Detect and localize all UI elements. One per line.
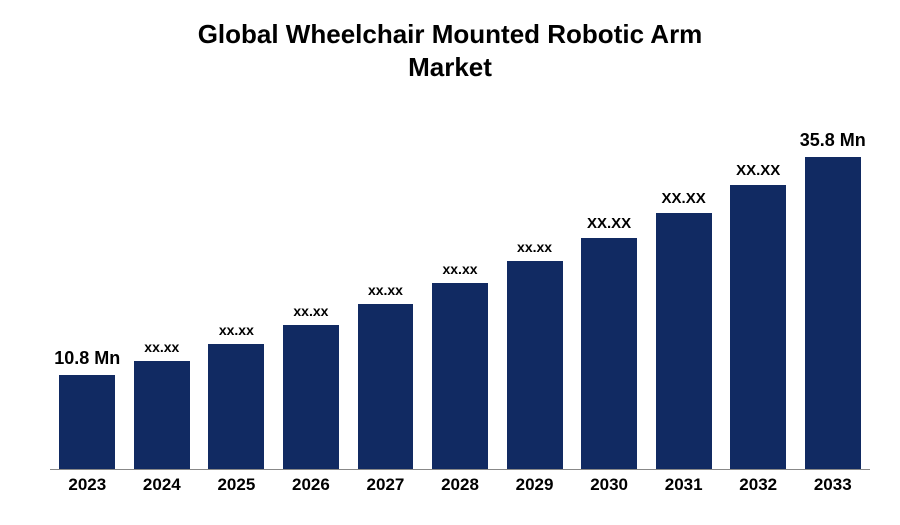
bar-value-label: xx.xx — [368, 282, 403, 298]
bar-value-label: xx.xx — [293, 303, 328, 319]
x-axis-label: 2028 — [423, 475, 498, 505]
bar — [134, 361, 190, 469]
bar-value-label: XX.XX — [587, 215, 631, 232]
x-axis-label: 2031 — [646, 475, 721, 505]
chart-title: Global Wheelchair Mounted Robotic Arm Ma… — [0, 0, 900, 83]
x-axis-label: 2032 — [721, 475, 796, 505]
bar-group: xx.xx — [497, 120, 572, 469]
bar — [59, 375, 115, 469]
bar-value-label: 35.8 Mn — [800, 130, 866, 151]
bar-value-label: XX.XX — [662, 190, 706, 207]
bar-group: XX.XX — [646, 120, 721, 469]
bar-group: 10.8 Mn — [50, 120, 125, 469]
bar-value-label: xx.xx — [517, 239, 552, 255]
x-axis-label: 2026 — [274, 475, 349, 505]
x-axis-label: 2027 — [348, 475, 423, 505]
x-axis-label: 2033 — [795, 475, 870, 505]
x-axis-label: 2030 — [572, 475, 647, 505]
x-axis: 2023202420252026202720282029203020312032… — [50, 475, 870, 505]
bar-value-label: xx.xx — [219, 322, 254, 338]
bar — [358, 304, 414, 469]
bar-group: xx.xx — [199, 120, 274, 469]
bar — [581, 238, 637, 469]
bar — [656, 213, 712, 470]
title-line-1: Global Wheelchair Mounted Robotic Arm — [0, 18, 900, 51]
bar — [283, 325, 339, 469]
bar — [730, 185, 786, 469]
title-line-2: Market — [0, 51, 900, 84]
chart-plot-area: 10.8 Mn xx.xx xx.xx xx.xx xx.xx xx.xx xx.xx XX.… — [50, 120, 870, 470]
bar — [432, 283, 488, 469]
bar-value-label: 10.8 Mn — [54, 348, 120, 369]
x-axis-label: 2029 — [497, 475, 572, 505]
x-axis-label: 2023 — [50, 475, 125, 505]
bars-container: 10.8 Mn xx.xx xx.xx xx.xx xx.xx xx.xx xx.xx XX.… — [50, 120, 870, 470]
bar-value-label: xx.xx — [442, 261, 477, 277]
x-axis-label: 2024 — [125, 475, 200, 505]
bar-value-label: XX.XX — [736, 162, 780, 179]
x-axis-label: 2025 — [199, 475, 274, 505]
bar-group: xx.xx — [423, 120, 498, 469]
bar-group: 35.8 Mn — [795, 120, 870, 469]
bar-value-label: xx.xx — [144, 339, 179, 355]
bar — [805, 157, 861, 469]
bar-group: XX.XX — [721, 120, 796, 469]
bar-group: xx.xx — [274, 120, 349, 469]
bar-group: xx.xx — [125, 120, 200, 469]
bar-group: xx.xx — [348, 120, 423, 469]
bar — [507, 261, 563, 469]
bar — [208, 344, 264, 469]
bar-group: XX.XX — [572, 120, 647, 469]
